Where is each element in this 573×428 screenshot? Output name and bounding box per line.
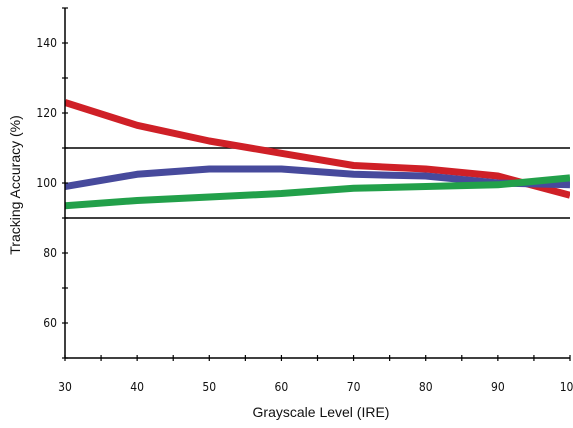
x-tick-label: 90: [491, 380, 505, 394]
x-tick-label: 50: [202, 380, 216, 394]
reference-lines: [65, 147, 570, 219]
series-line-1: [65, 99, 570, 199]
y-tick-label: 120: [36, 106, 57, 120]
x-axis-title: Grayscale Level (IRE): [253, 404, 390, 420]
ticks: 60 80 100 120 140 30 40 50 60 70 80 90 100: [36, 7, 573, 394]
y-tick-label: 80: [43, 246, 57, 260]
x-tick-label: 80: [419, 380, 433, 394]
x-tick-label: 70: [347, 380, 361, 394]
x-tick-label: 60: [275, 380, 289, 394]
x-tick-label: 40: [130, 380, 144, 394]
series-layer: [65, 99, 570, 210]
y-tick-label: 100: [36, 176, 57, 190]
y-tick-label: 140: [36, 36, 57, 50]
x-tick-label: 30: [58, 380, 72, 394]
y-tick-label: 60: [43, 316, 57, 330]
series-line-3: [65, 174, 570, 210]
y-axis-title: Tracking Accuracy (%): [7, 115, 23, 255]
x-tick-label: 100: [560, 380, 573, 394]
